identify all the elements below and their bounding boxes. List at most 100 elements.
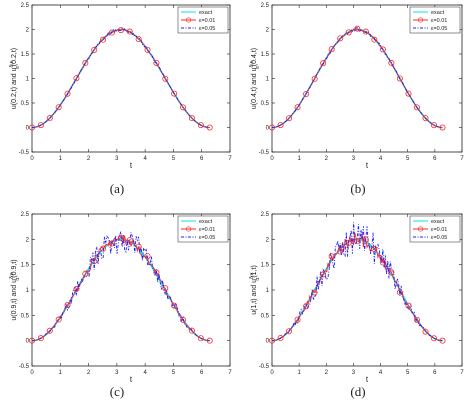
series-eps-0.01-marker bbox=[354, 25, 361, 32]
series-eps-0.01-marker bbox=[379, 46, 386, 53]
series-eps-0.01-marker bbox=[153, 269, 160, 276]
series-eps-0.01-marker bbox=[268, 124, 275, 131]
y-axis-label-main: u(1,t) and u bbox=[251, 279, 258, 315]
series-eps-0.01-marker bbox=[180, 316, 187, 323]
y-axis-label-sup: δ,ε bbox=[249, 60, 255, 67]
x-tick-label: 0 bbox=[270, 370, 274, 376]
y-tick-label: 2 bbox=[266, 237, 270, 243]
series-eps-0.01-marker bbox=[431, 122, 438, 129]
y-axis-label: u(0.2,t) and uδ,εα(0.2,t) bbox=[9, 48, 21, 109]
series-eps-0.01-marker bbox=[82, 60, 89, 67]
series-eps-0.01-marker bbox=[100, 36, 107, 43]
y-axis-label: u(0.9,t) and uδ,εα(0.9,t) bbox=[9, 259, 21, 320]
series-eps-0.01-marker bbox=[294, 104, 301, 111]
series-eps-0.01-marker bbox=[320, 271, 327, 278]
y-tick-label: 0 bbox=[266, 339, 270, 345]
x-tick-label: 6 bbox=[200, 370, 204, 376]
series-eps-0.01-marker bbox=[388, 269, 395, 276]
legend-label: ε=0.05 bbox=[431, 26, 447, 32]
y-axis-label-tail: (1,t) bbox=[251, 265, 258, 277]
x-tick-label: 2 bbox=[325, 370, 329, 376]
y-tick-label: 0.5 bbox=[261, 313, 270, 319]
y-tick-label: 0 bbox=[26, 126, 30, 132]
series-eps-0.01-marker bbox=[413, 104, 420, 111]
series-eps-0.01-marker bbox=[294, 316, 301, 323]
series-eps-0.05-line bbox=[31, 231, 210, 342]
panel-caption: (b) bbox=[350, 181, 365, 196]
series-eps-0.01-marker bbox=[277, 335, 284, 342]
series-eps-0.01-marker bbox=[286, 115, 293, 122]
series-eps-0.01-marker bbox=[396, 289, 403, 296]
legend-label: ε=0.05 bbox=[199, 26, 215, 32]
x-tick-label: 7 bbox=[228, 156, 232, 162]
series-eps-0.01-marker bbox=[422, 115, 429, 122]
series-eps-0.01-marker bbox=[286, 328, 293, 335]
x-tick-label: 0 bbox=[270, 156, 274, 162]
series-eps-0.01-marker bbox=[197, 122, 204, 129]
y-tick-label: 2 bbox=[266, 28, 270, 34]
legend-label: ε=0.05 bbox=[199, 235, 215, 241]
x-tick-label: 1 bbox=[297, 156, 301, 162]
legend-marker bbox=[417, 17, 424, 23]
y-tick-label: 0.5 bbox=[21, 101, 30, 107]
x-tick-label: 6 bbox=[433, 370, 437, 376]
series-eps-0.01-marker bbox=[37, 335, 44, 342]
series-eps-0.01-marker bbox=[162, 285, 169, 292]
series-eps-0.01-marker bbox=[354, 238, 361, 245]
series-eps-0.01-marker bbox=[46, 115, 53, 122]
x-tick-label: 5 bbox=[172, 156, 176, 162]
series-eps-0.01-marker bbox=[206, 337, 213, 344]
series-eps-0.01-marker bbox=[362, 236, 369, 243]
series-eps-0.01-marker bbox=[188, 115, 195, 122]
x-axis-label: t bbox=[366, 161, 369, 170]
series-eps-0.01-marker bbox=[162, 75, 169, 82]
legend-label: ε=0.01 bbox=[431, 227, 447, 233]
chart-panel: 0 1 2 3 4 5 6 7-0.500.511.522.5tu(0.4,t) and uδ… bbox=[249, 3, 464, 196]
x-tick-label: 3 bbox=[352, 370, 356, 376]
y-tick-label: 2.5 bbox=[261, 212, 270, 218]
series-eps-0.01-marker bbox=[117, 234, 124, 241]
y-tick-label: -0.5 bbox=[19, 150, 30, 156]
y-tick-label: 1 bbox=[26, 288, 30, 294]
series-eps-0.01-marker bbox=[303, 303, 310, 310]
y-axis-label-sub: α bbox=[15, 278, 21, 281]
y-axis-label-sub: α bbox=[255, 278, 261, 281]
series-eps-0.01-marker bbox=[28, 337, 35, 344]
series-eps-0.01-marker bbox=[328, 253, 335, 260]
series-eps-0.01-marker bbox=[405, 302, 412, 309]
series-eps-0.01-marker bbox=[126, 237, 133, 244]
series-eps-0.01-marker bbox=[268, 337, 275, 344]
x-tick-label: 5 bbox=[172, 370, 176, 376]
series-eps-0.01-marker bbox=[73, 286, 80, 293]
y-axis-label-main: u(0.4,t) and u bbox=[251, 67, 258, 109]
y-axis-label-sup: δ,ε bbox=[249, 272, 255, 279]
x-tick-label: 2 bbox=[325, 156, 329, 162]
x-tick-label: 5 bbox=[406, 370, 410, 376]
y-tick-label: 0.5 bbox=[261, 101, 270, 107]
series-eps-0.01-marker bbox=[91, 258, 98, 265]
series-eps-0.01-marker bbox=[126, 28, 133, 35]
series-eps-0.01-marker bbox=[46, 327, 53, 334]
series-eps-0.01-line bbox=[31, 28, 210, 128]
x-tick-label: 0 bbox=[30, 370, 34, 376]
series-eps-0.01-marker bbox=[337, 35, 344, 42]
y-axis-label-sub: α bbox=[15, 66, 21, 69]
chart-panel: 0 1 2 3 4 5 6 7-0.500.511.522.5tu(0.2,t) and uδ… bbox=[9, 3, 232, 196]
legend-label: ε=0.01 bbox=[431, 18, 447, 24]
series-eps-0.01-marker bbox=[396, 75, 403, 82]
series-eps-0.01-marker bbox=[277, 122, 284, 129]
x-tick-label: 1 bbox=[59, 370, 63, 376]
series-exact-line bbox=[271, 28, 443, 129]
x-tick-label: 3 bbox=[115, 156, 119, 162]
series-eps-0.01-marker bbox=[379, 259, 386, 266]
x-tick-label: 4 bbox=[379, 156, 383, 162]
x-tick-label: 7 bbox=[228, 370, 232, 376]
y-tick-label: -0.5 bbox=[259, 364, 270, 370]
series-exact-line bbox=[31, 238, 210, 342]
legend: exact ε=0.01 ε=0.05 bbox=[409, 215, 461, 243]
series-eps-0.01-marker bbox=[37, 122, 44, 129]
y-axis-label-tail: (0.2,t) bbox=[11, 48, 18, 66]
x-tick-label: 7 bbox=[460, 156, 464, 162]
y-tick-label: 2.5 bbox=[21, 3, 30, 9]
y-axis-label-sub: α bbox=[255, 66, 261, 69]
